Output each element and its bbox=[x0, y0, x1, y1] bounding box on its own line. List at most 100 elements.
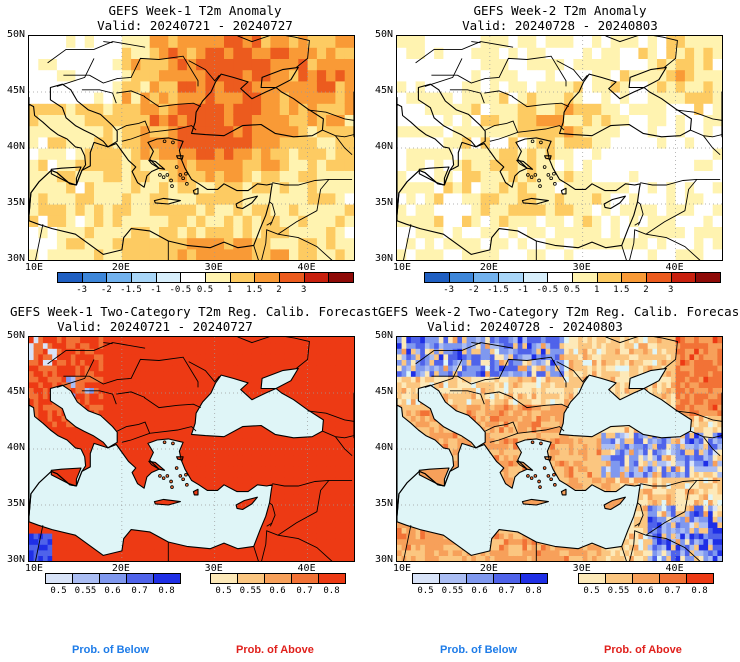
prob-map-svg bbox=[29, 337, 354, 561]
colorbar-swatch bbox=[106, 272, 132, 283]
colorbar-tick-label: -2 bbox=[467, 285, 479, 295]
colorbar-tick-label: 0.6 bbox=[269, 586, 286, 596]
colorbar-swatch bbox=[473, 272, 499, 283]
grid-lines bbox=[29, 337, 354, 561]
anomaly-map-svg bbox=[29, 36, 354, 260]
lat-tick-label: 45N bbox=[6, 85, 25, 96]
country-borders bbox=[35, 337, 354, 561]
anomaly-colorbar-week2: -3 -2 -1.5 -1 -0.5 0.5 1 1.5 2 3 bbox=[424, 272, 721, 298]
colorbar-tick-label: -1 bbox=[150, 285, 162, 295]
colorbar-swatch bbox=[498, 272, 524, 283]
sea-mask-2 bbox=[418, 385, 486, 448]
grid-lines bbox=[397, 36, 722, 260]
colorbar-tick-label: -1.5 bbox=[120, 285, 142, 295]
lon-tick-label: 30E bbox=[204, 262, 223, 273]
colorbar-tick-label: 0.7 bbox=[664, 586, 681, 596]
colorbar-swatch bbox=[45, 573, 73, 584]
colorbar-swatch bbox=[180, 272, 206, 283]
colorbar-tick-label: 0.5 bbox=[563, 285, 581, 295]
lat-tick-label: 45N bbox=[374, 85, 393, 96]
colorbar-tick-label: 0.8 bbox=[691, 586, 708, 596]
lat-tick-label: 35N bbox=[6, 197, 25, 208]
panel1-title-line1: GEFS Week-1 T2m Anomaly bbox=[108, 3, 282, 18]
colorbar-tick-label: 0.55 bbox=[239, 586, 262, 596]
island-rhodes bbox=[561, 489, 566, 495]
lat-tick-label: 45N bbox=[6, 386, 25, 397]
panel3-title-line2: Valid: 20240721 - 20240727 bbox=[57, 319, 253, 334]
colorbar-swatch bbox=[291, 573, 319, 584]
lon-tick-label: 20E bbox=[479, 563, 498, 574]
colorbar-tick-label: 1 bbox=[593, 285, 600, 295]
colorbar-swatch bbox=[279, 272, 305, 283]
colorbar-swatch bbox=[237, 573, 265, 584]
colorbar-tick-label: 0.6 bbox=[104, 586, 121, 596]
colorbar-swatch bbox=[153, 573, 181, 584]
lat-tick-label: 30N bbox=[374, 554, 393, 565]
colorbar-swatch bbox=[547, 272, 573, 283]
lat-tick-label: 40N bbox=[6, 442, 25, 453]
island-sicily bbox=[51, 468, 81, 486]
coastlines bbox=[29, 367, 354, 556]
colorbar-swatch bbox=[81, 272, 108, 283]
lat-tick-label: 45N bbox=[374, 386, 393, 397]
colorbar-tick-label: 0.5 bbox=[50, 586, 67, 596]
colorbar-swatch bbox=[646, 272, 672, 283]
panel2-title-line2: Valid: 20240728 - 20240803 bbox=[462, 18, 658, 33]
country-borders bbox=[403, 36, 722, 260]
colorbar-tick-label: 0.7 bbox=[296, 586, 313, 596]
lon-tick-label: 40E bbox=[665, 563, 684, 574]
prob-below-label-left: Prob. of Below bbox=[72, 644, 149, 656]
colorbar-tick-label: 3 bbox=[300, 285, 307, 295]
lon-tick-label: 10E bbox=[392, 563, 412, 574]
colorbar-tick-label: -1.5 bbox=[487, 285, 509, 295]
colorbar-tick-label: 1.5 bbox=[246, 285, 263, 295]
colorbar-swatch bbox=[318, 573, 346, 584]
sea-mask-3 bbox=[397, 398, 454, 517]
lat-tick-label: 50N bbox=[6, 330, 25, 341]
colorbar-tick-label: 0.5 bbox=[583, 586, 600, 596]
prob-map-svg bbox=[397, 337, 722, 561]
colorbar-swatch bbox=[578, 573, 606, 584]
lon-tick-label: 30E bbox=[572, 262, 591, 273]
prob-below-label-right: Prob. of Below bbox=[440, 644, 517, 656]
colorbar-swatch bbox=[605, 573, 633, 584]
island-cyprus bbox=[604, 497, 626, 510]
colorbar-swatch bbox=[572, 272, 598, 283]
colorbar-swatch bbox=[466, 573, 494, 584]
lat-tick-label: 40N bbox=[374, 442, 393, 453]
colorbar-swatch bbox=[57, 272, 83, 283]
map-panel-week2-probability bbox=[396, 336, 723, 562]
sea-mask-1 bbox=[261, 368, 299, 389]
island-sicily bbox=[419, 468, 449, 486]
colorbar-tick-label: 0.6 bbox=[471, 586, 488, 596]
colorbar-tick-label: 0.7 bbox=[131, 586, 148, 596]
colorbar-swatch bbox=[72, 573, 100, 584]
field-cells bbox=[29, 36, 354, 260]
country-borders bbox=[403, 337, 722, 561]
colorbar-tick-label: 0.8 bbox=[525, 586, 542, 596]
colorbar-tick-label: 0.55 bbox=[74, 586, 97, 596]
lat-tick-label: 50N bbox=[6, 29, 25, 40]
lon-tick-label: 10E bbox=[392, 262, 412, 273]
colorbar-tick-label: -0.5 bbox=[536, 285, 559, 295]
colorbar-swatch bbox=[686, 573, 714, 584]
coastlines bbox=[29, 66, 354, 255]
sea-mask-4 bbox=[397, 438, 641, 556]
anomaly-colorbar-week1: -3 -2 -1.5 -1 -0.5 0.5 1 1.5 2 3 bbox=[57, 272, 354, 298]
colorbar-tick-label: 2 bbox=[276, 285, 282, 295]
lon-tick-label: 10E bbox=[24, 262, 44, 273]
panel3-title-line1: GEFS Week-1 Two-Category T2m Reg. Calib.… bbox=[10, 304, 379, 319]
colorbar-tick-label: -3 bbox=[443, 285, 455, 295]
colorbar-tick-label: 0.7 bbox=[498, 586, 515, 596]
colorbar-swatch bbox=[412, 573, 440, 584]
sea-mask-0 bbox=[559, 375, 692, 438]
lon-tick-label: 20E bbox=[111, 563, 130, 574]
sea-mask-4 bbox=[29, 438, 273, 556]
colorbar-swatch bbox=[99, 573, 127, 584]
colorbar-tick-label: -0.5 bbox=[169, 285, 192, 295]
colorbar-swatch bbox=[126, 573, 154, 584]
colorbar-swatch bbox=[659, 573, 687, 584]
colorbar-tick-label: -2 bbox=[100, 285, 112, 295]
prob-above-colorbar-week1: 0.5 0.55 0.6 0.7 0.8 bbox=[210, 573, 346, 599]
colorbar-swatch bbox=[621, 272, 647, 283]
